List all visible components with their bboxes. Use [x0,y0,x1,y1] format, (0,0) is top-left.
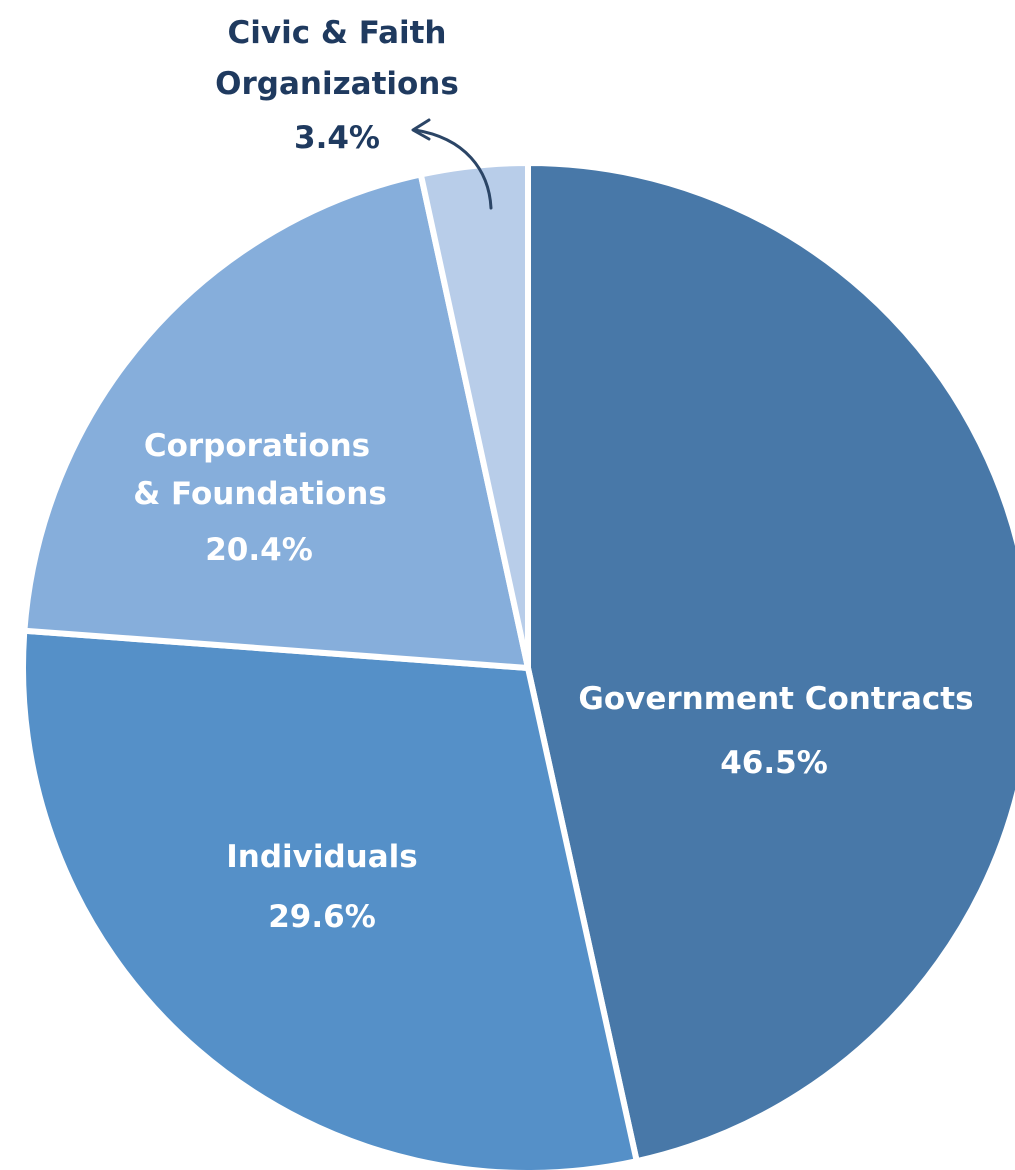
label-civic-value: 3.4% [294,120,380,156]
slice-label-corporations-foundations: Corporations & Foundations 20.4% [133,428,387,568]
label-corporations-value: 20.4% [205,532,313,568]
pie-slice-corporations-foundations [21,171,531,671]
pie-slice-individuals [20,627,640,1170]
pie-slices [20,160,1015,1170]
label-civic-line2: Organizations [215,66,459,102]
label-corporations-line1: Corporations [144,428,370,464]
label-government-contracts-name: Government Contracts [578,681,973,717]
slice-label-government-contracts: Government Contracts 46.5% [578,681,973,781]
pie-slice-civic-faith [417,160,531,671]
label-government-contracts-value: 46.5% [720,745,828,781]
label-corporations-line2: & Foundations [133,476,387,512]
slice-label-individuals: Individuals 29.6% [226,839,418,935]
label-individuals-value: 29.6% [268,899,376,935]
label-individuals-name: Individuals [226,839,418,875]
slice-label-civic-faith: Civic & Faith Organizations 3.4% [215,15,459,156]
callout-arrow-icon [411,118,493,210]
pie-slice-government-contracts [525,160,1015,1165]
label-civic-line1: Civic & Faith [228,15,447,51]
